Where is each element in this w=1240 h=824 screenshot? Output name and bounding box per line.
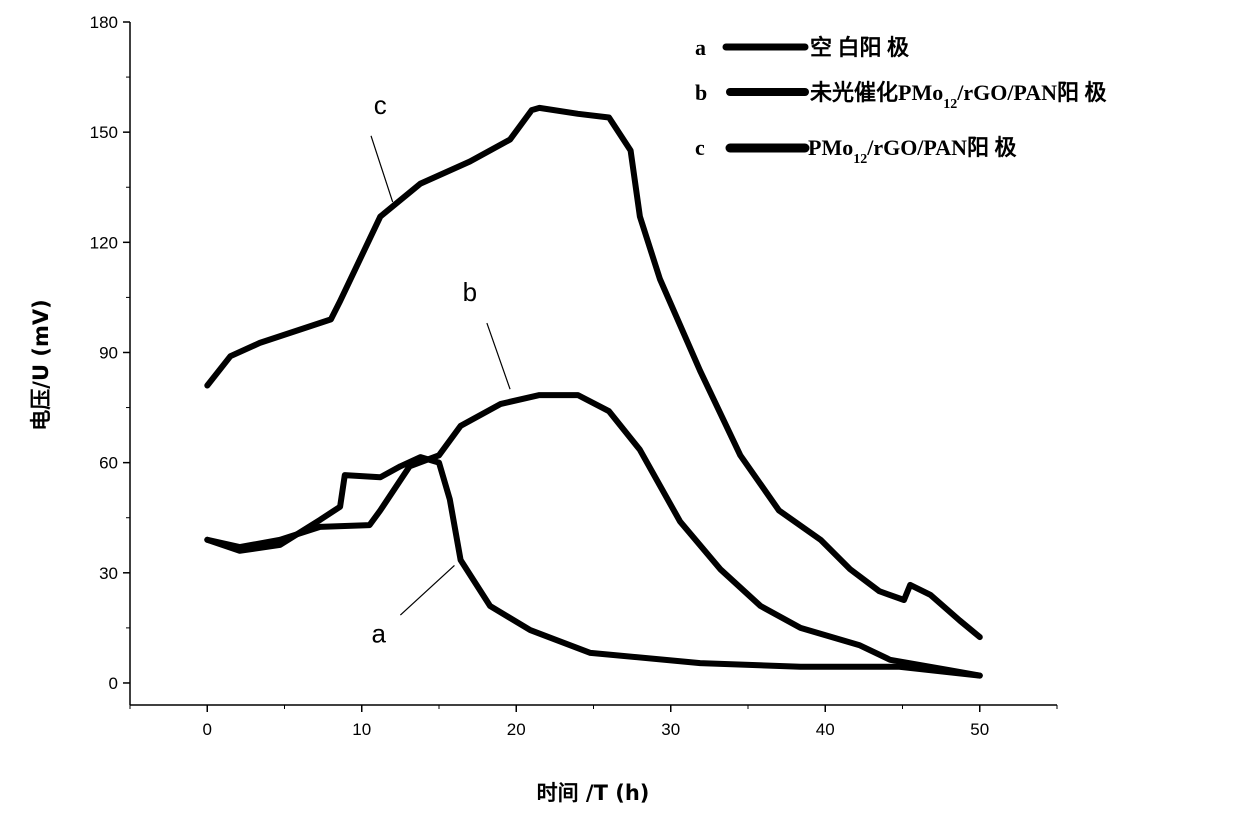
- x-tick-label: 20: [507, 720, 526, 739]
- legend-key-c: c: [695, 135, 705, 160]
- x-tick-label: 40: [816, 720, 835, 739]
- series-line-c: [207, 108, 980, 637]
- y-tick-label: 90: [99, 343, 118, 362]
- annotation-leader-b: [487, 323, 510, 389]
- legend-label-b: 未光催化PMo12/rGO/PAN阳 极: [810, 80, 1108, 112]
- series-lines: [207, 108, 980, 676]
- ticks: 0 10 20 30 40 50 0 30 60 90 120 150 180: [90, 13, 1057, 739]
- legend-label-a: 空 白阳 极: [810, 35, 910, 60]
- legend-label-c: PMo12/rGO/PAN阳 极: [808, 135, 1017, 167]
- annotation-label-c: c: [374, 90, 387, 120]
- x-tick-label: 0: [203, 720, 212, 739]
- legend: a 空 白阳 极 b 未光催化PMo12/rGO/PAN阳 极 c PMo12/…: [695, 35, 1108, 167]
- x-tick-label: 10: [352, 720, 371, 739]
- x-tick-label: 50: [970, 720, 989, 739]
- series-line-b: [207, 395, 980, 675]
- legend-item-c: c PMo12/rGO/PAN阳 极: [695, 135, 1017, 167]
- annotation-label-a: a: [372, 619, 387, 649]
- annotation-leader-a: [400, 565, 454, 615]
- line-chart: 010203040500306090120150180 cba 时间 /T (h…: [0, 0, 1240, 820]
- legend-item-b: b 未光催化PMo12/rGO/PAN阳 极: [695, 80, 1108, 112]
- y-tick-label: 150: [90, 123, 118, 142]
- legend-key-b: b: [695, 80, 707, 105]
- x-axis-label: 时间 /T (h): [537, 781, 650, 805]
- y-axis-label: 电压/U (mV): [29, 299, 53, 430]
- y-tick-label: 30: [99, 564, 118, 583]
- y-tick-label: 180: [90, 13, 118, 32]
- legend-item-a: a 空 白阳 极: [695, 35, 910, 60]
- series-line-a: [207, 457, 980, 675]
- axes: [130, 22, 1057, 705]
- y-tick-label: 120: [90, 233, 118, 252]
- annotation-leader-c: [371, 136, 393, 202]
- legend-key-a: a: [695, 35, 706, 60]
- annotation-label-b: b: [463, 277, 477, 307]
- y-tick-label: 0: [109, 674, 118, 693]
- x-tick-label: 30: [661, 720, 680, 739]
- y-tick-label: 60: [99, 454, 118, 473]
